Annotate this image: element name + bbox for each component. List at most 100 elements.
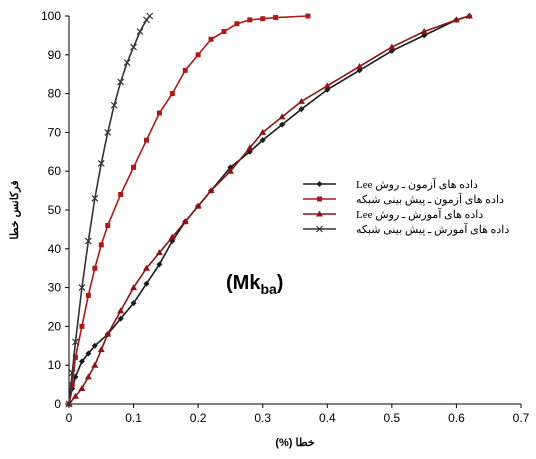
- annotation-close: ): [277, 272, 284, 294]
- data-point: [105, 223, 111, 229]
- y-tick-label: 80: [48, 87, 62, 101]
- y-tick-label: 50: [48, 203, 62, 217]
- data-point: [78, 384, 86, 391]
- data-point: [91, 194, 99, 202]
- data-point: [356, 62, 364, 69]
- data-point: [84, 373, 92, 380]
- data-point: [136, 28, 144, 35]
- data-point: [155, 249, 163, 256]
- annotation-subscript: ba: [260, 281, 277, 297]
- data-point: [246, 144, 254, 151]
- data-point: [195, 52, 201, 58]
- data-point: [92, 265, 98, 271]
- x-tick-label: 0.3: [254, 411, 271, 425]
- y-tick-label: 0: [54, 397, 61, 411]
- data-point: [68, 369, 76, 377]
- data-point: [156, 261, 163, 268]
- data-point: [91, 361, 99, 368]
- y-axis-title: فرکانس خطا: [9, 180, 21, 239]
- data-point: [130, 284, 138, 291]
- data-point: [194, 202, 202, 209]
- data-point: [420, 28, 428, 35]
- data-point: [130, 43, 137, 51]
- data-point: [273, 15, 279, 21]
- legend-marker: [316, 181, 323, 187]
- y-tick-label: 10: [48, 358, 62, 372]
- data-point: [117, 315, 124, 322]
- series-line: [68, 15, 308, 405]
- data-point: [84, 237, 92, 245]
- series-3: [65, 12, 473, 407]
- data-point: [207, 187, 215, 194]
- data-point: [168, 233, 176, 240]
- legend-item: داده های آزمون ـ روش Lee: [303, 178, 478, 191]
- y-tick-label: 100: [41, 9, 61, 23]
- data-point: [143, 280, 150, 287]
- x-tick-label: 0.2: [190, 411, 207, 425]
- chart-annotation: (Mkba): [226, 272, 283, 297]
- data-point: [323, 82, 331, 89]
- legend: داده های آزمون ـ روش Lee داده های آزمون ـ…: [303, 178, 509, 236]
- data-point: [98, 242, 104, 248]
- y-tick-label: 90: [48, 48, 62, 62]
- series-2: [66, 13, 311, 407]
- annotation-main: (Mk: [226, 272, 261, 294]
- data-point: [388, 43, 396, 50]
- legend-label: داده های آزمون ـ روش Lee: [356, 178, 478, 191]
- data-point: [143, 137, 149, 143]
- legend-label: داده های آموزش ـ روش Lee: [356, 208, 483, 221]
- data-point: [79, 323, 85, 329]
- data-point: [72, 338, 79, 346]
- data-point: [260, 16, 266, 22]
- x-tick-label: 0.5: [384, 411, 401, 425]
- x-ticks: 0 0.1 0.2 0.3 0.4 0.5 0.6 0.7: [66, 404, 530, 425]
- data-point: [118, 191, 124, 197]
- data-point: [452, 16, 460, 23]
- legend-label: داده های آزمون ـ پیش بینی شبکه: [356, 193, 504, 206]
- data-point: [226, 167, 234, 174]
- x-tick-label: 0.7: [513, 411, 530, 425]
- legend-marker: [316, 225, 323, 233]
- x-tick-label: 0.6: [448, 411, 465, 425]
- data-point: [69, 382, 75, 388]
- legend-label: داده های آموزش ـ پیش بینی شبکه: [356, 223, 509, 236]
- data-point: [278, 113, 286, 120]
- data-point: [279, 121, 286, 128]
- legend-item: داده های آزمون ـ پیش بینی شبکه: [303, 193, 504, 206]
- y-tick-label: 20: [48, 319, 62, 333]
- data-point: [221, 29, 227, 35]
- data-point: [117, 78, 125, 86]
- data-point: [104, 330, 112, 337]
- x-axis-title: (%) خطا: [275, 437, 315, 449]
- data-point: [123, 59, 131, 66]
- data-point: [182, 67, 188, 73]
- data-point: [142, 264, 150, 271]
- legend-item: داده های آموزش ـ روش Lee: [303, 208, 483, 221]
- data-point: [156, 110, 162, 116]
- data-point: [110, 101, 118, 109]
- data-point: [298, 106, 305, 113]
- series-line: [68, 15, 470, 405]
- data-point: [97, 346, 105, 353]
- legend-marker: [317, 196, 322, 202]
- data-point: [65, 400, 73, 408]
- legend-item: داده های آموزش ـ پیش بینی شبکه: [303, 223, 509, 236]
- data-point: [169, 91, 175, 97]
- data-point: [78, 358, 85, 365]
- series-layer: [65, 12, 473, 408]
- data-point: [259, 128, 267, 135]
- data-point: [247, 17, 253, 23]
- data-point: [208, 36, 214, 42]
- data-point: [78, 284, 86, 292]
- series-4: [65, 12, 154, 408]
- data-point: [181, 218, 189, 225]
- y-tick-label: 40: [48, 242, 62, 256]
- data-point: [465, 12, 473, 19]
- data-point: [305, 13, 311, 19]
- x-tick-label: 0.4: [319, 411, 336, 425]
- y-tick-label: 60: [48, 164, 62, 178]
- data-point: [97, 160, 105, 167]
- x-tick-label: 0: [66, 411, 73, 425]
- data-point: [146, 12, 154, 20]
